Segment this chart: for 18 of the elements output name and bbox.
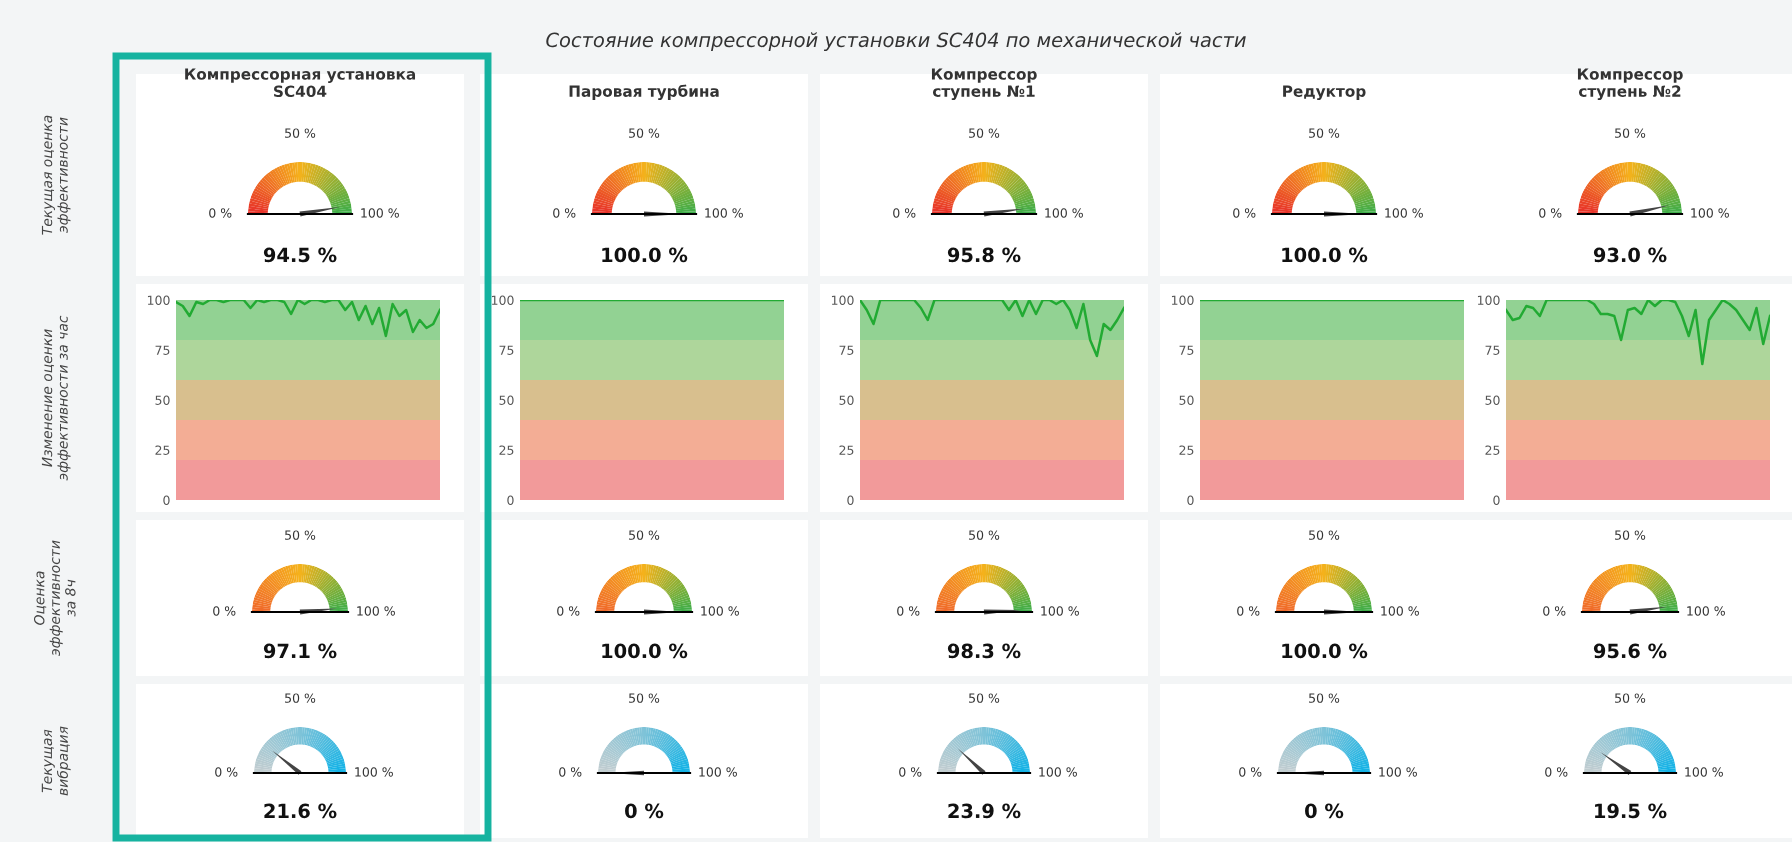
data-label: 100.0 % [602,247,688,263]
data-label: 93.0 % [1593,247,1667,263]
data-label: 100.0 % [1282,247,1368,263]
data-label: 95.6 % [1593,643,1667,659]
data-label: 0 % [625,803,664,819]
data-label: 94.5 % [263,247,337,263]
data-label: 95.8 % [947,247,1021,263]
data-label: 19.5 % [1595,803,1667,819]
data-label: 21.6 % [264,803,337,819]
line-series [860,300,1124,358]
line-series [1506,300,1770,366]
data-label: 23.9 % [948,803,1021,819]
data-label: 100.0 % [602,643,688,659]
text: Состояние компрессорной установки SC404 по механической части [546,32,1246,52]
data-label: 97.1 % [263,643,337,659]
data-label: 0 % [1305,803,1344,819]
data-label: 98.3 % [947,643,1021,659]
data-label: 100.0 % [1282,643,1368,659]
